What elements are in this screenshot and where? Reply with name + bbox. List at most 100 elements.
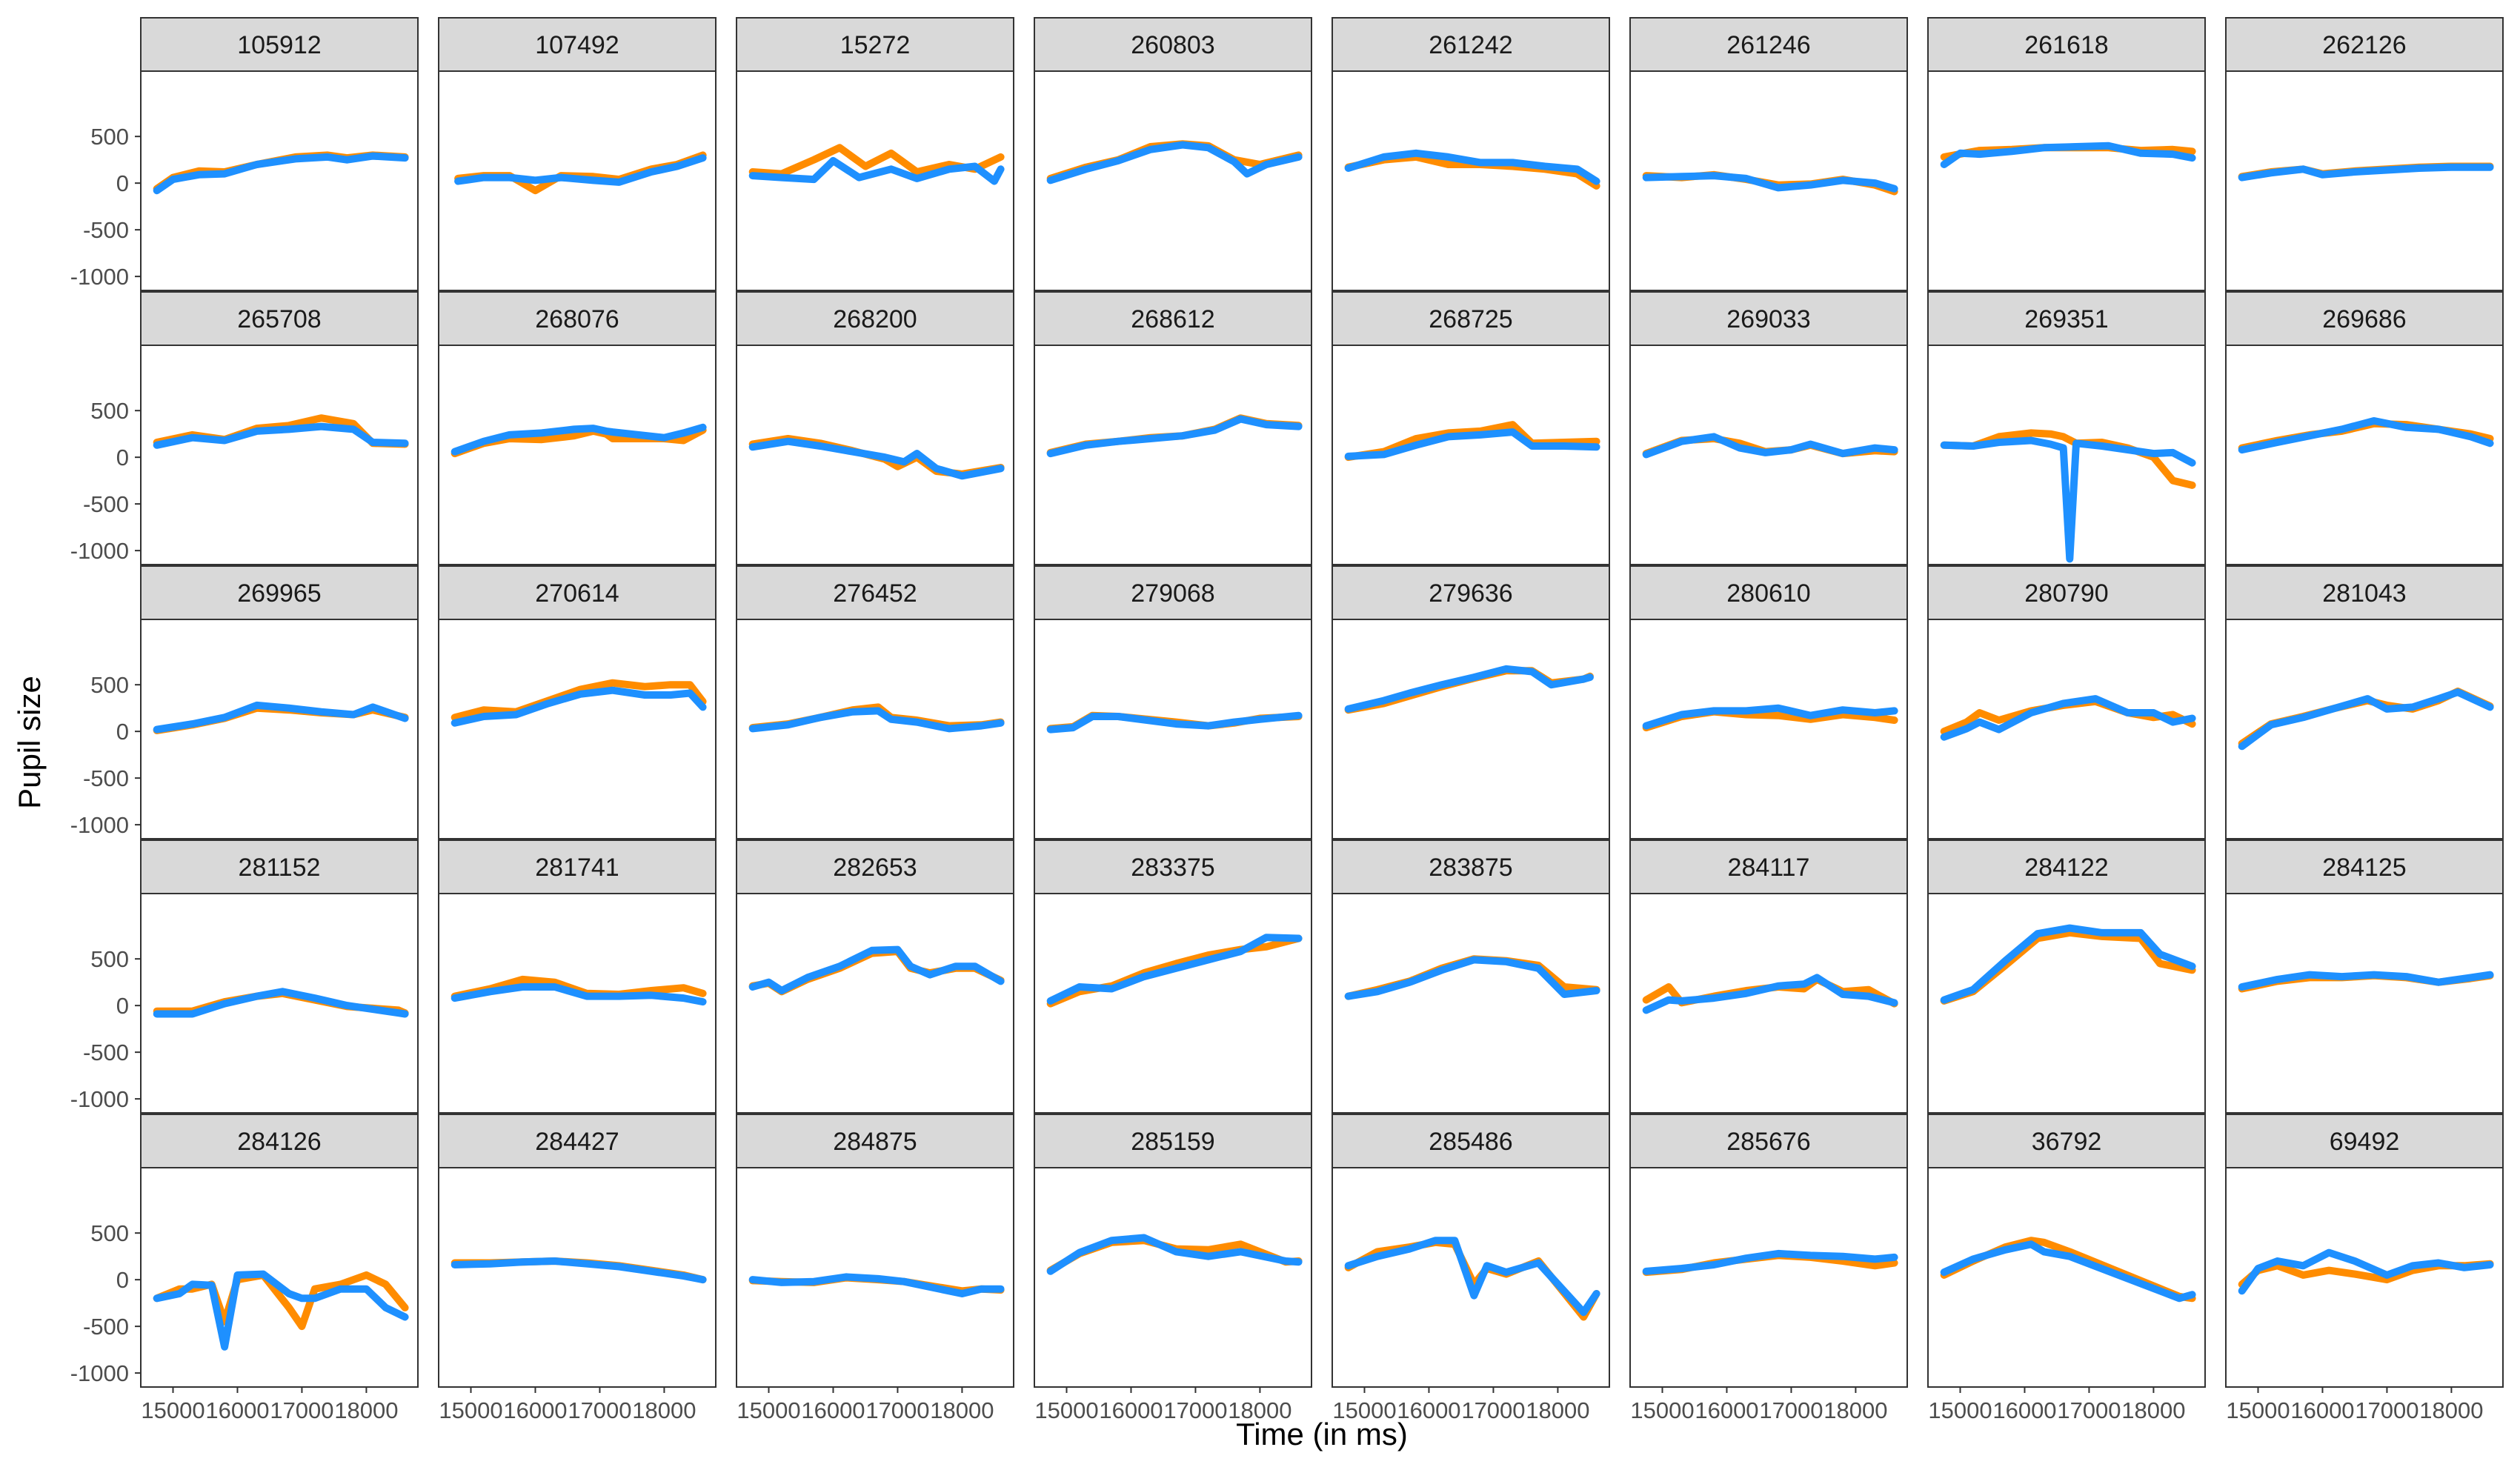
y-tick-label: -500: [83, 217, 129, 243]
x-tick-label: 16000: [503, 1397, 567, 1423]
plot-area: [2226, 71, 2503, 290]
x-tick-label: 16000: [1397, 1397, 1460, 1423]
facet-strip: [1927, 17, 2206, 72]
facet-panel: 265708 500 0 -500 -1000: [70, 291, 419, 565]
series-b-line: [1642, 1249, 1898, 1275]
series-b-line: [1642, 704, 1898, 730]
facet-panel: 36792 15000 16000 17000 18000: [1927, 1114, 2206, 1423]
facet-panel: 261246: [1629, 17, 1908, 291]
facet-strip: [2225, 291, 2504, 346]
facet-label: 270614: [535, 579, 619, 608]
facet-strip: [1927, 1114, 2206, 1168]
facet-label: 268076: [535, 305, 619, 333]
panel-border: [1927, 1167, 2206, 1388]
facet-panel: 268612: [1034, 291, 1312, 565]
series-b-line: [748, 437, 1005, 480]
plot-area: [1928, 1168, 2205, 1387]
facet-panel: 282653: [736, 839, 1014, 1114]
series-a-line: [153, 1271, 409, 1331]
facet-panel: 280610: [1629, 565, 1908, 839]
y-tick-label: -1000: [70, 1360, 129, 1386]
facet-panel: 269686: [2225, 291, 2504, 565]
panel-border: [1927, 345, 2206, 565]
y-tick-label: -500: [83, 491, 129, 517]
x-tick-label: 17000: [865, 1397, 929, 1423]
series-b-line: [2238, 1248, 2494, 1295]
facet-strip: [1034, 1114, 1312, 1168]
panel-border: [736, 345, 1014, 565]
facet-panel: 276452: [736, 565, 1014, 839]
facet-label: 285486: [1429, 1128, 1512, 1156]
facet-strip: [1332, 839, 1610, 894]
facet-panel: 280790: [1927, 565, 2206, 839]
plot-area: [1630, 619, 1907, 839]
facet-panel: 284125: [2225, 839, 2504, 1114]
plot-area: [1034, 1168, 1311, 1387]
series-b-line: [454, 154, 707, 186]
facet-panel: 279636: [1332, 565, 1610, 839]
panel-border: [140, 70, 419, 291]
facet-label: 269686: [2322, 305, 2406, 333]
y-tick-label: -1000: [70, 538, 129, 564]
facet-panel: 15272: [736, 17, 1014, 291]
x-tick-label: 17000: [1759, 1397, 1823, 1423]
facet-label: 269033: [1726, 305, 1810, 333]
facet-label: 280610: [1726, 579, 1810, 608]
facet-strip: [1629, 565, 1908, 620]
panel-border: [140, 893, 419, 1114]
x-tick-label: 18000: [1228, 1397, 1291, 1423]
facet-strip: [736, 839, 1014, 894]
x-tick-label: 18000: [930, 1397, 994, 1423]
panel-border: [1034, 1167, 1312, 1388]
series-b-line: [1940, 142, 2196, 168]
facet-label: 279068: [1131, 579, 1214, 608]
facet-panel: 281152 500 0 -500 -1000: [70, 839, 419, 1114]
facet-strip: [1034, 839, 1312, 894]
x-tick-label: 16000: [801, 1397, 865, 1423]
x-tick-label: 17000: [568, 1397, 631, 1423]
series-a-line: [1940, 429, 2196, 489]
facet-label: 107492: [535, 31, 619, 59]
facet-panel: 107492: [438, 17, 717, 291]
facet-panel: 262126: [2225, 17, 2504, 291]
x-tick-label: 15000: [1034, 1397, 1098, 1423]
panel-border: [1332, 345, 1610, 565]
panel-border: [1332, 70, 1610, 291]
facet-panel: 261618: [1927, 17, 2206, 291]
y-tick-label: 500: [90, 672, 129, 698]
y-tick-label: 500: [90, 124, 129, 150]
facet-strip: [140, 565, 419, 620]
x-tick-label: 17000: [1461, 1397, 1525, 1423]
facet-label: 265708: [237, 305, 321, 333]
series-b-line: [2238, 163, 2494, 182]
series-b-line: [451, 686, 707, 727]
x-tick-label: 18000: [1823, 1397, 1887, 1423]
panel-border: [1034, 345, 1312, 565]
facet-label: 284125: [2322, 854, 2406, 882]
panel-border: [1927, 70, 2206, 291]
y-tick-label: -1000: [70, 264, 129, 290]
panel-border: [438, 70, 717, 291]
facet-label: 284427: [535, 1128, 619, 1156]
facet-label: 283875: [1429, 854, 1512, 882]
facet-panel: 284875 15000 16000 17000 18000: [736, 1114, 1014, 1423]
series-b-line: [451, 983, 707, 1006]
series-b-line: [2238, 971, 2494, 991]
facet-panel: 285159 15000 16000 17000 18000: [1034, 1114, 1312, 1423]
y-tick-label: -1000: [70, 1086, 129, 1112]
facet-strip: [736, 291, 1014, 346]
series-b-line: [1344, 956, 1600, 1000]
facet-strip: [1034, 565, 1312, 620]
plot-area: [439, 345, 716, 565]
plot-area: [141, 71, 418, 290]
facet-strip: [736, 565, 1014, 620]
panel-border: [438, 345, 717, 565]
x-tick-label: 18000: [1526, 1397, 1589, 1423]
y-axis-title: Pupil size: [12, 676, 47, 809]
facet-label: 276452: [833, 579, 917, 608]
x-tick-label: 18000: [334, 1397, 398, 1423]
facet-panel: 261242: [1332, 17, 1610, 291]
facet-strip: [1629, 1114, 1908, 1168]
facet-panel: 283875: [1332, 839, 1610, 1114]
facet-label: 261246: [1726, 31, 1810, 59]
